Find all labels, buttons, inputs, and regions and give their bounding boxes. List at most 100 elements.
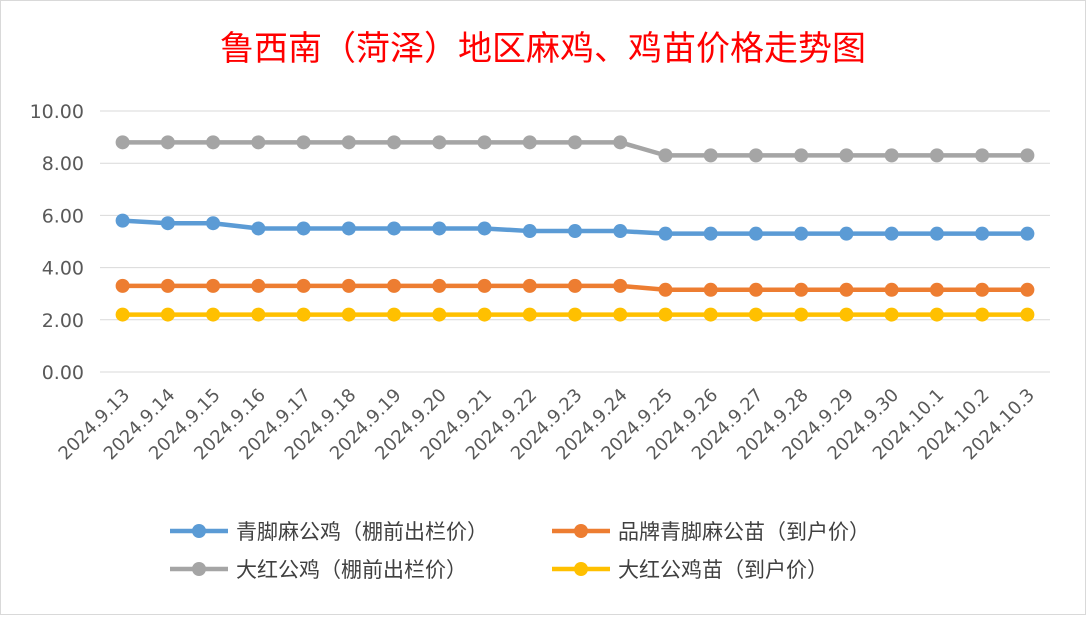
data-point [794, 307, 809, 322]
data-point [522, 307, 537, 322]
data-point [748, 307, 763, 322]
legend-label: 品牌青脚麻公苗（到户价） [618, 520, 870, 544]
data-point [748, 148, 763, 163]
data-point [341, 221, 356, 236]
legend: 青脚麻公鸡（棚前出栏价） 品牌青脚麻公苗（到户价） 大红公鸡（棚前出栏价） 大红公鸡苗… [170, 520, 870, 582]
data-point [160, 278, 175, 293]
data-point [613, 135, 628, 150]
legend-swatch-marker [574, 562, 588, 576]
data-point [432, 135, 447, 150]
data-point [794, 148, 809, 163]
data-point [975, 282, 990, 297]
data-point [568, 278, 582, 293]
data-point [341, 278, 356, 293]
data-point [115, 278, 130, 293]
data-point [387, 221, 402, 236]
data-point [748, 282, 763, 297]
data-point [387, 135, 402, 150]
data-point [703, 148, 718, 163]
data-point [794, 226, 809, 241]
data-point [477, 221, 492, 236]
data-point [477, 135, 492, 150]
data-point [206, 278, 221, 293]
data-point [115, 307, 130, 322]
data-point [1020, 226, 1035, 241]
data-point [568, 135, 582, 150]
data-point [296, 278, 311, 293]
data-point [613, 224, 628, 239]
data-point [522, 135, 537, 150]
y-tick-label: 10.00 [30, 101, 84, 123]
chart-title: 鲁西南（菏泽）地区麻鸡、鸡苗价格走势图 [220, 29, 866, 69]
data-point [929, 282, 944, 297]
data-point [477, 278, 492, 293]
legend-item: 大红公鸡（棚前出栏价） [170, 558, 467, 582]
legend-swatch-marker [192, 524, 206, 538]
y-tick-label: 8.00 [42, 153, 84, 175]
data-point [296, 307, 311, 322]
data-point [251, 278, 266, 293]
data-point [884, 148, 899, 163]
data-point [251, 307, 266, 322]
data-point [658, 226, 673, 241]
series-1 [115, 278, 1035, 297]
data-point [522, 224, 537, 239]
legend-swatch-marker [574, 524, 588, 538]
data-point [206, 216, 221, 231]
data-point [160, 216, 175, 231]
data-point [884, 282, 899, 297]
data-point [296, 221, 311, 236]
data-point [975, 226, 990, 241]
data-point [206, 135, 221, 150]
series-0 [115, 213, 1035, 241]
data-point [929, 307, 944, 322]
data-point [839, 282, 854, 297]
data-point [477, 307, 492, 322]
data-point [839, 307, 854, 322]
data-point [929, 226, 944, 241]
data-point [975, 148, 990, 163]
legend-item: 青脚麻公鸡（棚前出栏价） [170, 520, 488, 544]
data-point [839, 148, 854, 163]
data-point [568, 224, 582, 239]
data-point [1020, 148, 1035, 163]
data-point [341, 135, 356, 150]
legend-swatch-marker [192, 562, 206, 576]
data-point [884, 226, 899, 241]
series-layer [115, 135, 1035, 322]
data-point [115, 213, 130, 228]
series-3 [115, 307, 1035, 322]
data-point [658, 282, 673, 297]
legend-label: 大红公鸡苗（到户价） [618, 558, 828, 582]
data-point [1020, 307, 1035, 322]
data-point [613, 278, 628, 293]
data-point [703, 282, 718, 297]
data-point [658, 307, 673, 322]
data-point [296, 135, 311, 150]
data-point [748, 226, 763, 241]
data-point [884, 307, 899, 322]
data-point [658, 148, 673, 163]
data-point [568, 307, 582, 322]
data-point [975, 307, 990, 322]
y-tick-label: 0.00 [42, 362, 84, 384]
data-point [794, 282, 809, 297]
data-point [522, 278, 537, 293]
data-point [115, 135, 130, 150]
y-axis: 0.00 2.00 4.00 6.00 8.00 10.00 [30, 101, 84, 384]
legend-label: 青脚麻公鸡（棚前出栏价） [236, 520, 488, 544]
y-tick-label: 4.00 [42, 258, 84, 280]
legend-label: 大红公鸡（棚前出栏价） [236, 558, 467, 582]
data-point [839, 226, 854, 241]
data-point [387, 278, 402, 293]
data-point [703, 307, 718, 322]
data-point [251, 135, 266, 150]
legend-item: 品牌青脚麻公苗（到户价） [552, 520, 870, 544]
data-point [432, 278, 447, 293]
legend-item: 大红公鸡苗（到户价） [552, 558, 828, 582]
data-point [251, 221, 266, 236]
data-point [160, 135, 175, 150]
